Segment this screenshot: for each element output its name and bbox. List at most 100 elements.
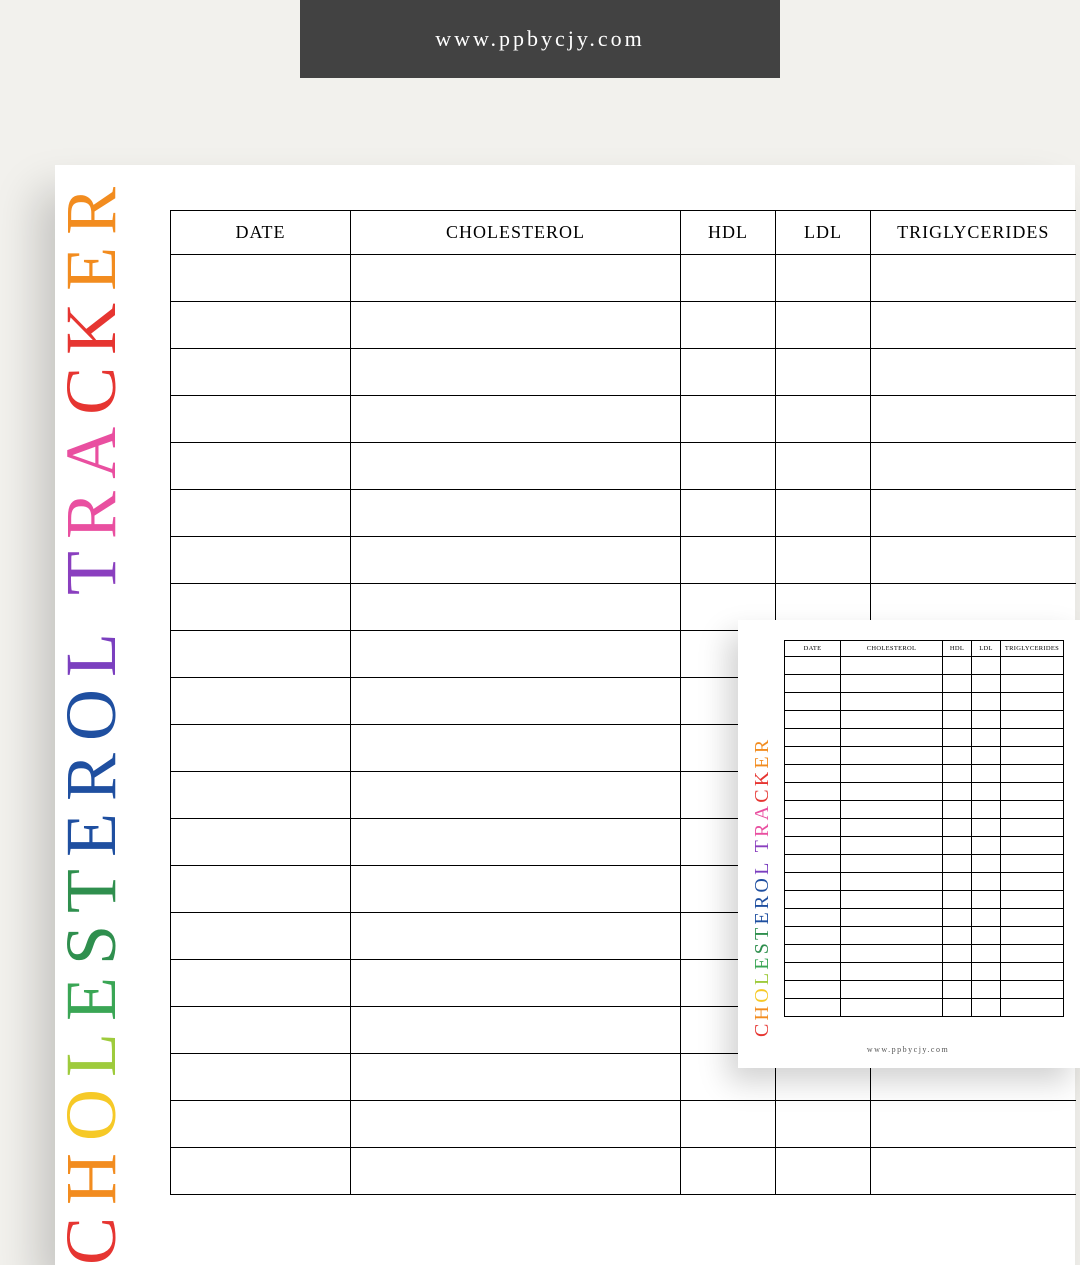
col-header: TRIGLYCERIDES [1001,641,1064,657]
table-cell [351,1007,681,1054]
table-cell [171,396,351,443]
table-cell [841,945,943,963]
table-cell [841,981,943,999]
title-letter: E [751,909,773,924]
title-letter: T [751,925,773,940]
table-cell [351,725,681,772]
title-letter: E [51,801,131,857]
table-row [785,891,1064,909]
table-cell [171,819,351,866]
table-cell [1001,873,1064,891]
table-cell [776,349,871,396]
table-cell [972,693,1001,711]
table-row [785,675,1064,693]
table-cell [776,490,871,537]
title-letter: O [751,985,773,1003]
table-wrap-thumb: DATECHOLESTEROLHDLLDLTRIGLYCERIDES [784,640,1064,1037]
table-row [785,801,1064,819]
title-letter: C [51,1205,131,1265]
title-letter: C [51,355,131,415]
title-letter: O [751,875,773,893]
table-cell [351,537,681,584]
table-cell [841,837,943,855]
thumb-body: CHOLESTEROL TRACKER DATECHOLESTEROLHDLLD… [752,640,1064,1037]
table-cell [681,349,776,396]
table-cell [972,819,1001,837]
table-cell [351,1101,681,1148]
table-cell [351,819,681,866]
table-cell [776,1101,871,1148]
title-letter: E [751,753,773,768]
table-cell [841,927,943,945]
table-cell [871,443,1076,490]
title-letter: K [51,291,131,355]
table-cell [943,945,972,963]
table-cell [351,960,681,1007]
tracker-table-thumb: DATECHOLESTEROLHDLLDLTRIGLYCERIDES [784,640,1064,1017]
banner-url: www.ppbycjy.com [435,26,645,52]
table-cell [841,891,943,909]
table-cell [943,657,972,675]
table-cell [351,913,681,960]
table-cell [841,999,943,1017]
table-cell [776,396,871,443]
table-cell [972,891,1001,909]
title-letter: L [751,970,773,985]
title-letter: L [751,860,773,875]
table-cell [943,765,972,783]
table-cell [351,1148,681,1195]
table-cell [972,729,1001,747]
table-cell [841,801,943,819]
title-letter: T [51,857,131,913]
table-cell [871,349,1076,396]
table-cell [943,855,972,873]
table-cell [972,909,1001,927]
table-cell [351,631,681,678]
table-row [171,537,1076,584]
table-cell [841,873,943,891]
table-cell [171,490,351,537]
table-cell [171,255,351,302]
table-cell [871,1101,1076,1148]
title-letter: R [51,479,131,539]
table-cell [171,1054,351,1101]
title-letter: O [51,1077,131,1141]
table-row [785,711,1064,729]
table-cell [841,909,943,927]
table-cell [785,747,841,765]
table-cell [1001,855,1064,873]
table-cell [1001,657,1064,675]
title-letter: E [751,954,773,969]
table-cell [681,396,776,443]
col-header: LDL [776,211,871,255]
table-cell [171,537,351,584]
thumbnail-sheet: CHOLESTEROL TRACKER DATECHOLESTEROLHDLLD… [738,620,1080,1068]
table-cell [171,960,351,1007]
table-cell [972,675,1001,693]
table-cell [841,729,943,747]
table-cell [351,866,681,913]
table-cell [681,1101,776,1148]
table-cell [972,963,1001,981]
title-letter: E [51,965,131,1021]
table-cell [972,747,1001,765]
table-row [785,945,1064,963]
table-cell [171,913,351,960]
title-letter: K [751,769,773,787]
table-cell [972,783,1001,801]
table-row [785,765,1064,783]
table-cell [785,675,841,693]
table-cell [785,873,841,891]
title-letter: A [51,415,131,479]
table-cell [943,783,972,801]
table-cell [681,537,776,584]
table-cell [351,396,681,443]
table-row [785,729,1064,747]
table-row [785,693,1064,711]
title-letter: C [751,1020,773,1037]
table-cell [776,255,871,302]
table-cell [972,945,1001,963]
table-cell [943,963,972,981]
table-cell [1001,909,1064,927]
title-letter [51,595,131,624]
